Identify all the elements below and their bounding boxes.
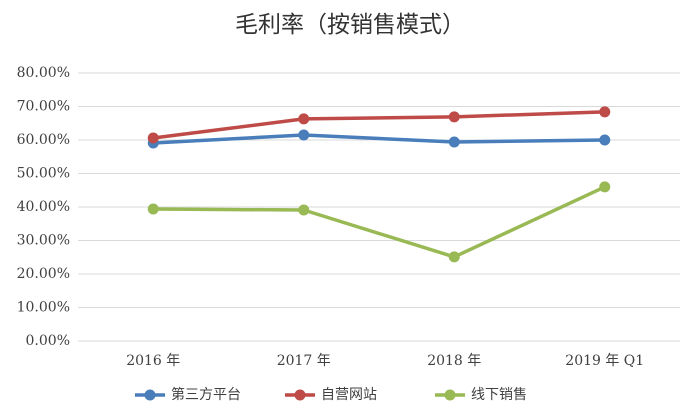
y-tick-label: 70.00% bbox=[17, 99, 70, 115]
data-point bbox=[448, 111, 460, 123]
y-tick-label: 0.00% bbox=[26, 333, 70, 349]
x-tick-label: 2018 年 bbox=[427, 353, 481, 369]
data-point bbox=[298, 204, 310, 216]
legend-label: 自营网站 bbox=[321, 387, 377, 403]
data-point bbox=[147, 203, 159, 215]
y-tick-label: 80.00% bbox=[17, 65, 70, 81]
x-tick-label: 2017 年 bbox=[277, 353, 331, 369]
series-line bbox=[153, 185, 606, 259]
series-line bbox=[153, 110, 605, 140]
legend-marker bbox=[444, 389, 456, 401]
data-point bbox=[147, 132, 159, 144]
y-tick-label: 60.00% bbox=[17, 132, 70, 148]
legend-label: 线下销售 bbox=[471, 387, 527, 403]
data-point bbox=[298, 113, 310, 125]
data-point bbox=[599, 106, 611, 118]
x-tick-label: 2019 年 Q1 bbox=[565, 353, 644, 369]
legend-label: 第三方平台 bbox=[171, 386, 241, 403]
series-line bbox=[153, 133, 605, 145]
data-point bbox=[599, 134, 611, 146]
y-tick-label: 50.00% bbox=[17, 166, 70, 182]
y-tick-label: 30.00% bbox=[17, 233, 70, 249]
y-tick-label: 40.00% bbox=[17, 199, 70, 215]
y-tick-label: 20.00% bbox=[17, 266, 70, 282]
x-tick-label: 2016 年 bbox=[126, 353, 180, 369]
data-point bbox=[448, 136, 460, 148]
legend-marker bbox=[144, 389, 156, 401]
data-point bbox=[448, 251, 460, 263]
y-tick-label: 10.00% bbox=[17, 300, 70, 316]
chart-title: 毛利率（按销售模式） bbox=[235, 12, 465, 38]
data-point bbox=[599, 181, 611, 193]
legend-marker bbox=[294, 389, 306, 401]
data-point bbox=[298, 129, 310, 141]
